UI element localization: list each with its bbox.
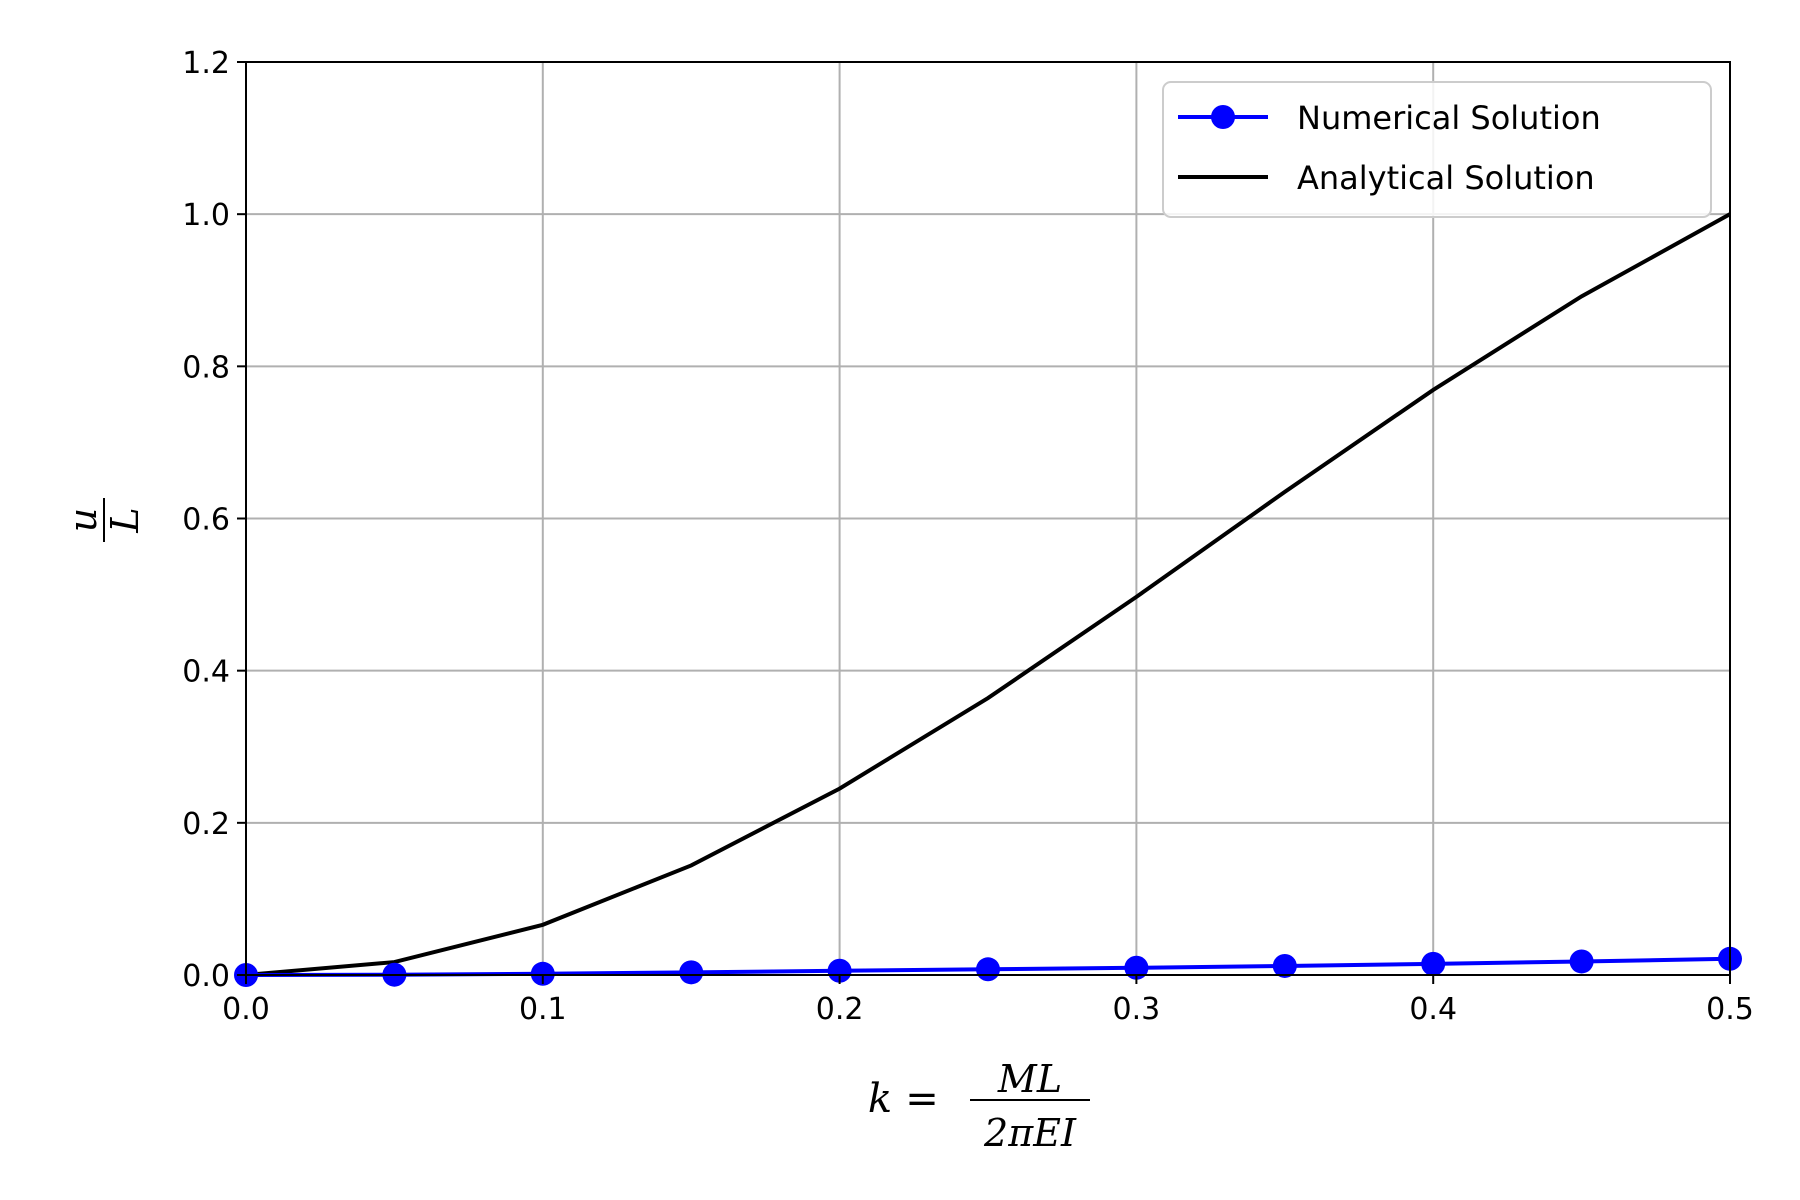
data-point-numerical-solution <box>1569 949 1594 974</box>
x-tick-label: 0.4 <box>1409 992 1457 1027</box>
x-axis-label: k = ML 2πEI <box>868 1057 1090 1155</box>
data-point-numerical-solution <box>1272 953 1297 978</box>
legend-marker-numerical <box>1211 105 1235 129</box>
data-point-numerical-solution <box>976 957 1000 982</box>
y-tick-label: 1.0 <box>182 198 230 233</box>
legend-label-numerical: Numerical Solution <box>1297 99 1601 137</box>
x-label-numerator: ML <box>997 1057 1062 1101</box>
data-point-numerical-solution <box>827 958 852 983</box>
y-axis-label: u L <box>61 498 147 542</box>
data-point-numerical-solution <box>1124 955 1149 980</box>
y-tick-label: 1.2 <box>182 46 230 81</box>
y-tick-label: 0.2 <box>182 807 230 842</box>
series-layer <box>234 212 1742 987</box>
legend-label-analytical: Analytical Solution <box>1297 159 1595 197</box>
series-line-analytical-solution <box>245 212 1731 977</box>
data-point-numerical-solution <box>679 960 704 985</box>
x-tick-label: 0.2 <box>816 992 864 1027</box>
x-tick-label: 0.0 <box>222 992 270 1027</box>
legend: Numerical Solution Analytical Solution <box>1162 81 1712 218</box>
y-tick-label: 0.0 <box>182 959 230 994</box>
x-label-lhs: k <box>868 1076 892 1122</box>
x-tick-label: 0.1 <box>519 992 567 1027</box>
y-label-numerator: u <box>61 508 105 532</box>
legend-box <box>1162 81 1712 218</box>
x-label-equals: = <box>905 1076 939 1122</box>
y-label-denominator: L <box>103 507 147 533</box>
data-point-numerical-solution <box>1421 951 1446 976</box>
data-point-numerical-solution <box>530 961 555 986</box>
y-tick-label: 0.8 <box>182 350 230 385</box>
x-tick-label: 0.5 <box>1706 992 1754 1027</box>
y-tick-label: 0.6 <box>182 503 230 538</box>
ticks: 0.0 0.1 0.2 0.3 0.4 0.5 0.0 0.2 0.4 0.6 0.8 1.0 1.2 <box>182 46 1754 1027</box>
x-label-denominator: 2πEI <box>983 1111 1077 1155</box>
x-tick-label: 0.3 <box>1113 992 1161 1027</box>
y-tick-label: 0.4 <box>182 655 230 690</box>
